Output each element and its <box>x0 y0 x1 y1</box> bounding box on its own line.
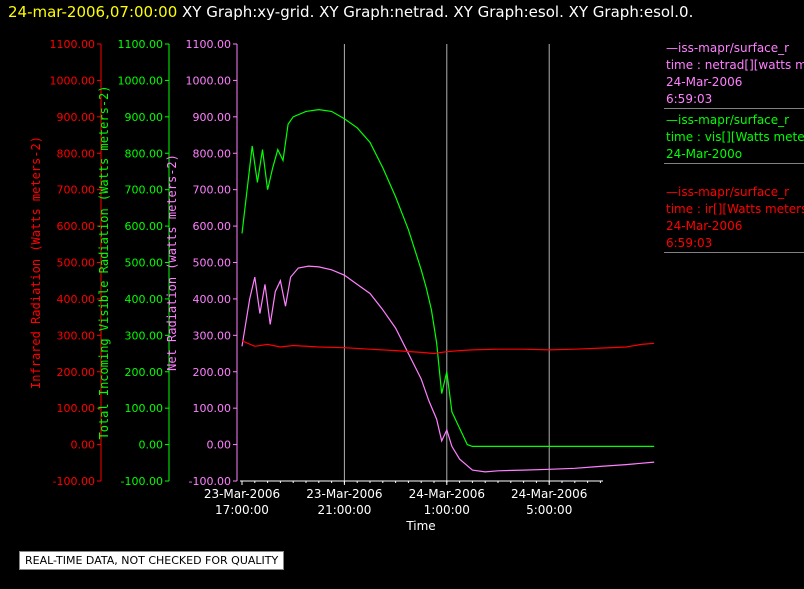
y-tick-label: 1000.00 <box>50 74 96 87</box>
x-tick-label: 5:00:00 <box>526 503 572 517</box>
legend-line: 24-Mar-200o <box>666 147 743 161</box>
y-axis-label: Net Radiation (watts meters-2) <box>165 154 179 371</box>
y-tick-label: 700.00 <box>57 184 96 197</box>
y-tick-label: 900.00 <box>193 111 232 124</box>
legend-divider <box>664 108 804 109</box>
y-tick-label: 500.00 <box>57 257 96 270</box>
timestamp: 24-mar-2006,07:00:00 <box>8 3 178 21</box>
y-tick-label: 400.00 <box>125 293 164 306</box>
y-tick-label: 700.00 <box>193 184 232 197</box>
x-tick-label: 1:00:00 <box>424 503 470 517</box>
y-tick-label: 900.00 <box>125 111 164 124</box>
legend-line: time : vis[][Watts meter <box>666 130 804 144</box>
y-tick-label: 300.00 <box>125 329 164 342</box>
y-tick-label: 300.00 <box>57 329 96 342</box>
y-axis-label: Total Incoming Visible Radiation (Watts … <box>97 85 111 439</box>
y-tick-label: 300.00 <box>193 329 232 342</box>
x-tick-label: 23-Mar-2006 <box>204 487 280 501</box>
y-tick-label: 800.00 <box>193 147 232 160</box>
legend-line: 24-Mar-2006 <box>666 219 743 233</box>
graph-titles: XY Graph:xy-grid. XY Graph:netrad. XY Gr… <box>182 3 694 21</box>
y-tick-label: 200.00 <box>125 366 164 379</box>
legend-divider <box>664 252 804 253</box>
legend-line: —iss-mapr/surface_r <box>666 185 790 199</box>
y-tick-label: -100.00 <box>121 475 163 488</box>
series-line-1 <box>241 108 655 447</box>
y-tick-label: 100.00 <box>193 402 232 415</box>
legend-line: 6:59:03 <box>666 236 713 250</box>
legend-line: —iss-mapr/surface_r <box>666 113 790 127</box>
x-tick-label: 24-Mar-2006 <box>409 487 485 501</box>
series-line-2 <box>241 265 655 473</box>
x-tick-label: 21:00:00 <box>317 503 371 517</box>
x-tick-label: 23-Mar-2006 <box>306 487 382 501</box>
y-tick-label: 0.00 <box>139 439 164 452</box>
y-tick-label: 400.00 <box>193 293 232 306</box>
y-tick-label: 400.00 <box>57 293 96 306</box>
y-tick-label: 600.00 <box>57 220 96 233</box>
y-tick-label: 500.00 <box>125 257 164 270</box>
y-tick-label: 100.00 <box>125 402 164 415</box>
y-tick-label: 1000.00 <box>186 74 232 87</box>
y-tick-label: 600.00 <box>193 220 232 233</box>
quality-banner: REAL-TIME DATA, NOT CHECKED FOR QUALITY <box>19 551 285 570</box>
y-tick-label: 1100.00 <box>186 38 232 51</box>
y-tick-label: 0.00 <box>71 439 96 452</box>
legend-line: time : netrad[][watts me <box>666 58 804 72</box>
y-tick-label: 0.00 <box>207 439 232 452</box>
series-line-3 <box>241 340 655 355</box>
y-tick-label: 1100.00 <box>50 38 96 51</box>
y-tick-label: 1100.00 <box>118 38 164 51</box>
y-tick-label: -100.00 <box>189 475 231 488</box>
y-tick-label: 800.00 <box>125 147 164 160</box>
x-tick-label: 17:00:00 <box>215 503 269 517</box>
legend-line: 6:59:03 <box>666 92 713 106</box>
legend-line: time : ir[][Watts meters <box>666 202 804 216</box>
y-tick-label: 200.00 <box>193 366 232 379</box>
y-axis-label: Infrared Radiation (Watts meters-2) <box>29 136 43 389</box>
x-tick-label: 24-Mar-2006 <box>511 487 587 501</box>
graph-title-bar: 24-mar-2006,07:00:00 XY Graph:xy-grid. X… <box>8 3 693 21</box>
y-tick-label: 500.00 <box>193 257 232 270</box>
y-tick-label: 200.00 <box>57 366 96 379</box>
y-tick-label: 600.00 <box>125 220 164 233</box>
x-axis-label: Time <box>405 519 435 533</box>
legend-line: —iss-mapr/surface_r <box>666 41 790 55</box>
legend-line: 24-Mar-2006 <box>666 75 743 89</box>
y-tick-label: -100.00 <box>53 475 95 488</box>
y-tick-label: 1000.00 <box>118 74 164 87</box>
legend-divider <box>664 163 804 164</box>
y-tick-label: 900.00 <box>57 111 96 124</box>
y-tick-label: 700.00 <box>125 184 164 197</box>
y-tick-label: 800.00 <box>57 147 96 160</box>
y-tick-label: 100.00 <box>57 402 96 415</box>
